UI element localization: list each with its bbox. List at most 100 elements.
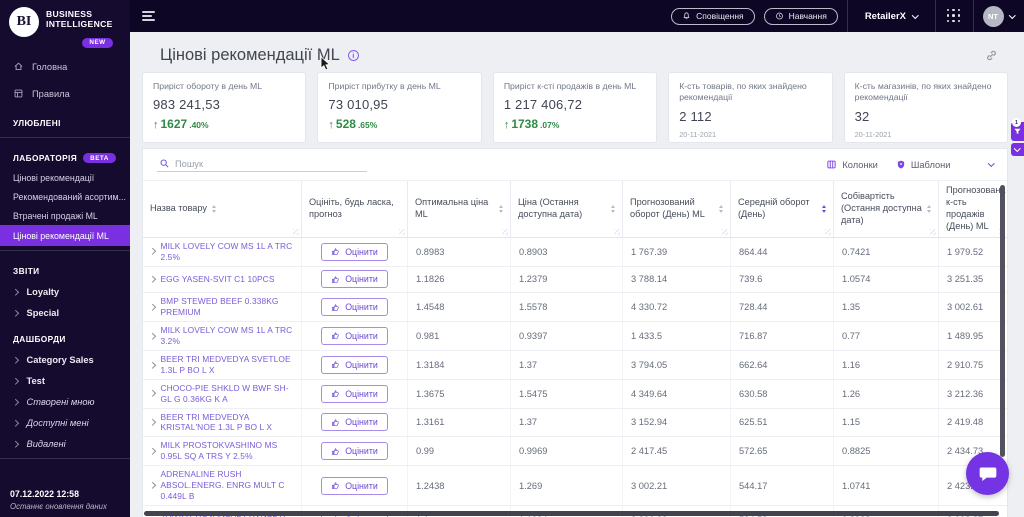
sidebar-lab-item[interactable]: Рекомендований асортим...	[13, 191, 126, 202]
menu-icon[interactable]	[142, 11, 155, 21]
kpi-delta-fraction: .65%	[357, 120, 378, 131]
sidebar-item-active[interactable]: Цінові рекомендації ML	[0, 225, 130, 247]
sidebar-lab-item[interactable]: Втрачені продажі ML	[13, 210, 98, 221]
sort-icon[interactable]	[212, 205, 216, 213]
kpi-delta-value: 1627	[160, 117, 188, 132]
kpi-delta-value: 528	[335, 117, 356, 132]
expand-panel-button[interactable]	[1011, 143, 1024, 156]
columns-button[interactable]: Колонки	[826, 159, 878, 170]
sidebar-dashboard-item[interactable]: Створені мною	[0, 391, 130, 412]
last-update-time: 07.12.2022 12:58	[10, 489, 79, 499]
sidebar-dashboard-item[interactable]: Category Sales	[0, 349, 130, 370]
sidebar-footer: 07.12.2022 12:58 Останнє оновлення даних	[10, 489, 107, 511]
sidebar-item-home[interactable]: Головна	[0, 53, 130, 80]
collapse-chevron-icon[interactable]	[987, 160, 994, 167]
chevron-down-icon	[912, 11, 919, 19]
templates-icon	[896, 159, 906, 170]
section-reports: ЗВІТИ	[13, 266, 40, 277]
sort-icon[interactable]	[822, 205, 826, 213]
chevron-right-icon	[12, 398, 19, 405]
rate-button[interactable]: Оцінити	[321, 270, 388, 289]
info-icon[interactable]	[347, 50, 359, 61]
kpi-card: К-сть товарів, по яких знайдено рекоменд…	[668, 72, 833, 143]
rate-button[interactable]: Оцінити	[321, 242, 388, 261]
column-header[interactable]: Ціна (Остання доступна дата)	[511, 181, 623, 237]
column-header[interactable]: Оцініть, будь ласка, прогноз	[302, 181, 408, 237]
kpi-card: Приріст к-сті продажів в день ML 1 217 40…	[492, 72, 658, 143]
training-button[interactable]: Навчання	[763, 7, 838, 25]
kpi-label: Приріст прибутку в день ML	[328, 81, 441, 91]
sidebar-report-item[interactable]: Special	[0, 302, 130, 323]
expand-chevron-icon[interactable]	[149, 482, 156, 489]
user-menu[interactable]: NT	[982, 5, 1015, 27]
expand-chevron-icon[interactable]	[149, 248, 156, 255]
value-cell: 3 788.14	[623, 266, 731, 293]
expand-chevron-icon[interactable]	[149, 276, 156, 283]
value-cell: 0.8903	[511, 237, 623, 266]
rate-button[interactable]: Оцінити	[321, 442, 388, 461]
dashboard-label: Category Sales	[26, 354, 94, 365]
kpi-card: Приріст прибутку в день ML 73 010,95 ↑ 528.…	[317, 72, 482, 143]
sidebar-item-rules[interactable]: Правила	[0, 80, 130, 107]
expand-chevron-icon[interactable]	[149, 332, 156, 340]
columns-label: Колонки	[842, 159, 878, 170]
value-cell: 0.9397	[511, 322, 623, 350]
horizontal-scrollbar[interactable]	[144, 511, 999, 516]
notifications-button[interactable]: Сповіщення	[671, 7, 755, 25]
rate-button[interactable]: Оцінити	[321, 298, 388, 317]
rate-button[interactable]: Оцінити	[321, 355, 388, 374]
vertical-scrollbar[interactable]	[1000, 185, 1005, 457]
filter-panel-button[interactable]: 1	[1011, 118, 1024, 141]
chevron-right-icon	[12, 288, 19, 295]
column-header[interactable]: Прогнозована к-сть продажів (День) ML	[939, 181, 1007, 237]
column-header[interactable]: Оптимальна ціна ML	[408, 181, 511, 237]
kpi-cards: Приріст обороту в день ML 983 241,53 ↑ 1627…	[142, 72, 1009, 143]
filter-icon	[1013, 127, 1022, 136]
sidebar-dashboard-item[interactable]: Видалені	[0, 433, 130, 454]
report-items: Loyalty Special	[0, 281, 130, 323]
sidebar-dashboard-item[interactable]: Test	[0, 370, 130, 391]
kpi-date: 20-11-2021	[679, 129, 717, 139]
value-cell: 1.16	[834, 350, 939, 379]
chat-button[interactable]	[966, 452, 1009, 495]
expand-chevron-icon[interactable]	[149, 303, 156, 311]
rate-button-label: Оцінити	[345, 388, 378, 399]
sidebar-report-item[interactable]: Loyalty	[0, 281, 130, 302]
link-icon[interactable]	[985, 49, 998, 62]
workspace-selector[interactable]: RetailerX	[857, 11, 926, 22]
templates-button[interactable]: Шаблони	[896, 159, 951, 170]
sidebar-dashboard-item[interactable]: Доступні мені	[0, 412, 130, 433]
kpi-value: 32	[854, 108, 870, 124]
column-header[interactable]: Середній оборот (День)	[731, 181, 834, 237]
sidebar-lab-item[interactable]: Цінові рекомендації	[13, 172, 95, 183]
sort-icon[interactable]	[719, 205, 723, 213]
thumb-icon	[331, 331, 340, 340]
product-name: CHOCO-PIE SHKLD W BWF SH-GL G 0.36KG K A	[160, 382, 289, 404]
apps-grid-icon[interactable]	[945, 8, 964, 24]
expand-chevron-icon[interactable]	[149, 390, 156, 397]
rate-button[interactable]: Оцінити	[321, 384, 388, 403]
rate-button[interactable]: Оцінити	[321, 413, 388, 432]
sort-icon[interactable]	[927, 205, 931, 213]
kpi-delta-fraction: .40%	[189, 120, 209, 131]
page-title: Цінові рекомендації ML	[160, 46, 340, 64]
table-row: MILK LOVELY COW MS 1L A TRC 2.5% Оцінити 0…	[143, 237, 1007, 267]
dashboard-items: Category Sales Test Створені мною Доступні …	[0, 349, 130, 454]
value-cell: 716.87	[731, 322, 834, 350]
search-input[interactable]	[175, 158, 365, 169]
sort-icon[interactable]	[611, 205, 615, 213]
column-header[interactable]: Назва товару	[143, 181, 302, 237]
expand-chevron-icon[interactable]	[149, 361, 156, 368]
avatar: NT	[982, 5, 1004, 27]
sort-icon[interactable]	[499, 205, 503, 213]
expand-chevron-icon[interactable]	[149, 448, 156, 455]
rate-button[interactable]: Оцінити	[321, 476, 388, 495]
product-name: ADRENALINE RUSH ABSOL.ENERG. ENRG MULT C…	[160, 469, 285, 502]
value-cell: 3 152.94	[623, 408, 731, 437]
rate-button[interactable]: Оцінити	[321, 326, 388, 345]
column-header[interactable]: Прогнозований оборот (День) ML	[623, 181, 731, 237]
product-name: BEER TRI MEDVEDYA SVETLOE 1.3L P BO L X	[160, 353, 291, 375]
column-header[interactable]: Собівартість (Остання доступна дата)	[834, 181, 939, 237]
up-arrow-icon: ↑	[328, 119, 334, 132]
expand-chevron-icon[interactable]	[149, 419, 156, 426]
